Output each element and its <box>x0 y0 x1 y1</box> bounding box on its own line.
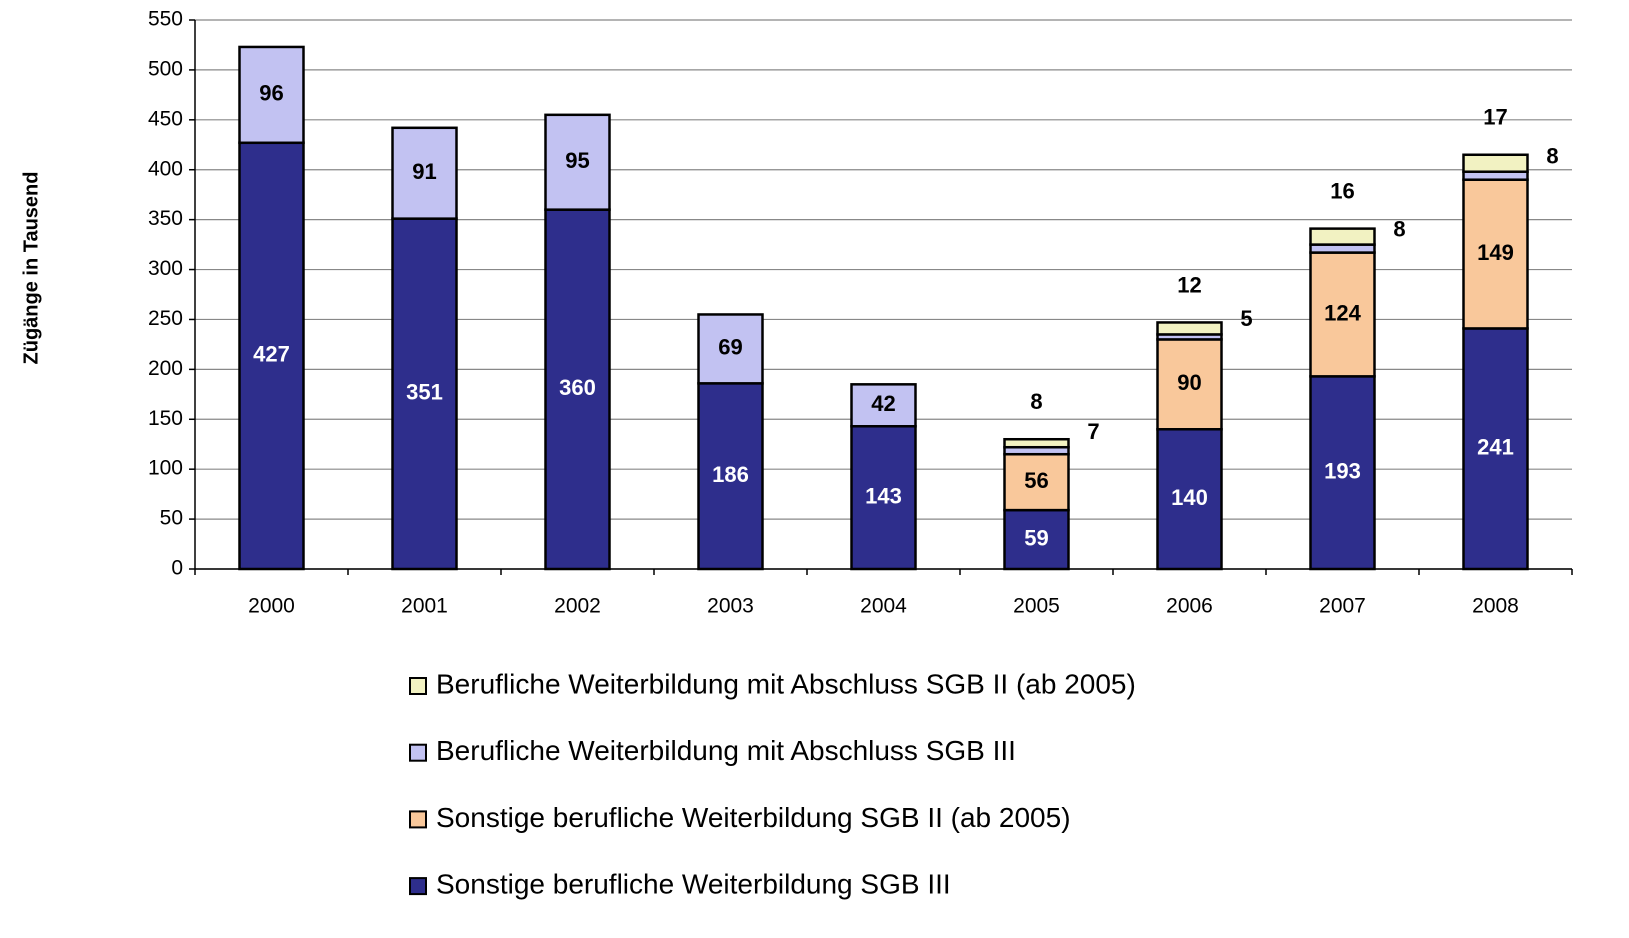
data-label: 124 <box>1324 300 1361 325</box>
data-label: 193 <box>1324 458 1361 483</box>
data-label: 7 <box>1087 419 1099 444</box>
y-tick-label: 300 <box>148 257 183 280</box>
data-label: 91 <box>412 159 436 184</box>
y-tick-label: 200 <box>148 357 183 380</box>
data-label: 360 <box>559 375 596 400</box>
data-label: 241 <box>1477 435 1514 460</box>
bar-segment <box>1156 338 1223 431</box>
x-tick-label: 2001 <box>401 595 448 618</box>
legend-label: Sonstige berufliche Weiterbildung SGB II… <box>436 802 1071 833</box>
x-tick-label: 2000 <box>248 595 295 618</box>
data-label: 69 <box>718 335 742 360</box>
bar-segment <box>391 217 458 571</box>
legend-swatch <box>409 810 427 829</box>
bar-segment <box>1462 327 1529 571</box>
bar-segment <box>544 208 611 571</box>
y-tick-label: 0 <box>171 557 183 580</box>
y-axis-label: Zügänge in Tausend <box>20 172 42 365</box>
data-label: 96 <box>259 81 283 106</box>
legend-swatch <box>409 877 427 896</box>
y-tick-label: 400 <box>148 157 183 180</box>
bar-segment <box>1003 437 1070 449</box>
x-tick-label: 2008 <box>1472 595 1519 618</box>
legend-label: Sonstige berufliche Weiterbildung SGB II… <box>436 868 951 899</box>
data-label: 427 <box>253 342 290 367</box>
bar-segment <box>1462 153 1529 173</box>
data-label: 8 <box>1393 216 1405 241</box>
y-tick-label: 100 <box>148 457 183 480</box>
x-tick-label: 2005 <box>1013 595 1060 618</box>
data-label: 8 <box>1030 389 1042 414</box>
legend-swatch <box>409 677 427 695</box>
data-label: 16 <box>1330 178 1354 203</box>
y-tick-label: 150 <box>148 407 183 430</box>
y-tick-label: 550 <box>148 8 183 31</box>
y-tick-label: 350 <box>148 207 183 230</box>
data-label: 90 <box>1177 370 1201 395</box>
bar-segment <box>1156 321 1223 336</box>
bar-segment <box>850 383 917 428</box>
bar-segment <box>238 141 305 571</box>
data-label: 42 <box>871 391 895 416</box>
legend-label: Berufliche Weiterbildung mit Abschluss S… <box>436 668 1136 699</box>
legend-swatch <box>409 743 427 762</box>
y-tick-label: 50 <box>160 507 183 530</box>
data-label: 143 <box>865 483 902 508</box>
data-label: 8 <box>1546 144 1558 169</box>
x-tick-label: 2007 <box>1319 595 1366 618</box>
bar-segment <box>1462 178 1529 330</box>
data-label: 351 <box>406 380 443 405</box>
y-tick-label: 250 <box>148 307 183 330</box>
data-label: 12 <box>1177 272 1201 297</box>
data-label: 95 <box>565 148 589 173</box>
data-label: 17 <box>1483 105 1507 130</box>
bar-segment <box>238 45 305 145</box>
x-tick-label: 2006 <box>1166 595 1213 618</box>
data-label: 56 <box>1024 468 1048 493</box>
data-label: 149 <box>1477 240 1514 265</box>
bar-segment <box>544 113 611 211</box>
data-label: 59 <box>1024 525 1048 550</box>
data-label: 140 <box>1171 485 1208 510</box>
bar-segment <box>1309 375 1376 571</box>
data-label: 5 <box>1240 306 1252 331</box>
bar-segment <box>697 313 764 385</box>
bar-segment <box>1309 227 1376 246</box>
bar-segment <box>1003 508 1070 571</box>
x-tick-label: 2003 <box>707 595 754 618</box>
legend-label: Berufliche Weiterbildung mit Abschluss S… <box>436 735 1016 766</box>
y-tick-label: 450 <box>148 107 183 130</box>
x-tick-label: 2002 <box>554 595 601 618</box>
x-tick-label: 2004 <box>860 595 907 618</box>
y-tick-label: 500 <box>148 57 183 80</box>
bar-segment <box>697 382 764 571</box>
data-label: 186 <box>712 462 749 487</box>
bar-segment <box>391 126 458 220</box>
